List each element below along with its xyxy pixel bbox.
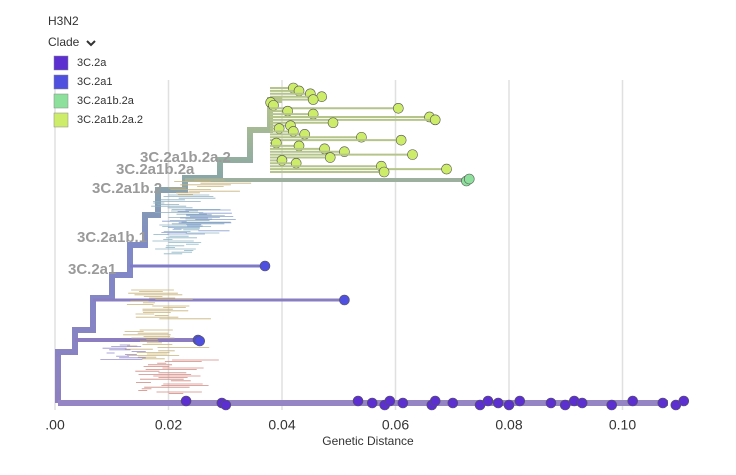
tip <box>307 94 319 105</box>
x-tick-label: .00 <box>45 417 65 433</box>
clade-label: 3C.2a1 <box>68 261 116 278</box>
tip <box>606 399 618 411</box>
tip <box>259 260 271 272</box>
tip <box>352 395 364 407</box>
tip <box>545 397 557 409</box>
tip <box>429 114 441 126</box>
legend-swatch <box>53 93 69 109</box>
tip <box>395 134 407 146</box>
x-tick-label: 0.10 <box>609 417 636 433</box>
tip <box>463 173 475 185</box>
tree-backbone <box>55 97 282 403</box>
clade-label: 3C.2a1b.2a <box>116 161 195 178</box>
clade-label: 3C.2a1b.2 <box>92 180 162 197</box>
dropdown-chevron[interactable] <box>86 40 96 47</box>
tip <box>627 395 639 407</box>
legend-label: 3C.2a1 <box>77 76 112 88</box>
legend-swatch <box>53 55 69 71</box>
clade-label: 3C.2a1b.1 <box>77 229 147 246</box>
tip <box>407 149 418 160</box>
legend-label: 3C.2a1b.2a <box>77 95 135 107</box>
legend-swatch <box>53 112 69 128</box>
tip <box>397 397 409 409</box>
legend-label: 3C.2a <box>77 57 107 69</box>
color-by[interactable]: Clade <box>48 35 80 49</box>
tip <box>657 397 669 409</box>
x-tick-label: 0.02 <box>155 417 182 433</box>
tip <box>429 395 441 407</box>
tip <box>514 395 526 407</box>
tip <box>220 399 232 411</box>
tip <box>559 399 571 411</box>
tip <box>503 399 515 411</box>
tip <box>393 102 404 114</box>
x-tick-label: 0.06 <box>382 417 409 433</box>
legend-swatch <box>53 74 69 90</box>
tip <box>180 395 192 407</box>
x-tick-label: 0.04 <box>268 417 295 433</box>
tip <box>482 395 494 407</box>
tip <box>384 395 396 407</box>
tip <box>378 166 390 178</box>
tip <box>194 335 206 347</box>
tip <box>441 163 452 175</box>
tip <box>576 397 588 409</box>
x-tick-label: 0.08 <box>495 417 522 433</box>
clade-label: 3C.2a1b.2a.2 <box>140 149 231 166</box>
title: H3N2 <box>48 14 79 28</box>
tip <box>324 152 336 163</box>
tip <box>327 117 339 129</box>
x-axis-label: Genetic Distance <box>322 434 414 448</box>
tip <box>678 395 690 407</box>
tip <box>366 397 378 409</box>
tip <box>492 397 504 409</box>
legend-label: 3C.2a1b.2a.2 <box>77 114 143 126</box>
tip <box>339 294 350 306</box>
tip <box>447 397 459 409</box>
